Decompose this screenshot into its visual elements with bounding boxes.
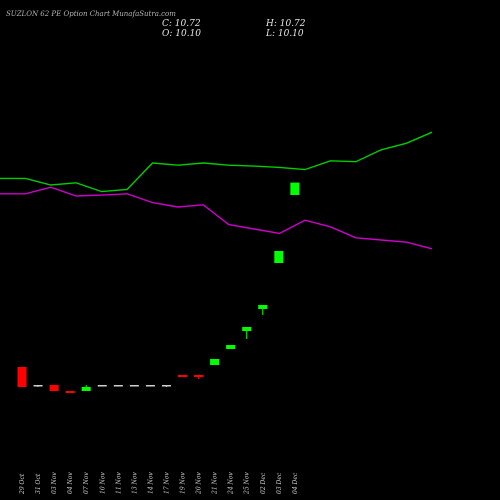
x-tick-label: 10 Nov: [99, 472, 106, 494]
x-tick-label: 29 Oct: [19, 473, 26, 495]
close-value: C: 10.72: [162, 19, 201, 29]
candle-body: [178, 375, 187, 377]
x-tick-label: 21 Nov: [212, 472, 219, 495]
candle-body: [49, 385, 59, 391]
x-tick-label: 03 Nov: [51, 472, 58, 494]
low-value: L: 10.10: [266, 29, 304, 39]
x-tick-label: 20 Nov: [196, 472, 203, 495]
candle-body: [17, 367, 27, 387]
x-tick-label: 19 Nov: [180, 472, 187, 494]
x-tick-label: 13 Nov: [131, 472, 138, 494]
candle-body: [129, 385, 139, 387]
candle-body: [113, 385, 123, 387]
candle-body: [145, 385, 155, 387]
open-value: O: 10.10: [162, 29, 202, 39]
x-tick-label: 14 Nov: [147, 472, 154, 494]
x-tick-label: 02 Dec: [260, 472, 267, 494]
candle-body: [161, 385, 171, 387]
candle-body: [226, 345, 236, 349]
candle-body: [274, 251, 284, 263]
candle-body: [65, 391, 75, 393]
candle-body: [210, 359, 220, 365]
candle-body: [33, 385, 43, 387]
candle-body: [290, 182, 300, 195]
indicator-line-1: [0, 131, 433, 193]
candle-body: [258, 305, 268, 309]
x-tick-label: 04 Dec: [292, 472, 299, 494]
x-tick-label: 25 Nov: [244, 472, 251, 495]
high-value: H: 10.72: [266, 19, 306, 29]
chart-title: SUZLON 62 PE Option Chart MunafaSutra.co…: [6, 10, 176, 18]
indicator-line-2: [0, 186, 433, 250]
candle-body: [81, 387, 91, 391]
x-tick-label: 04 Nov: [67, 472, 74, 494]
candle-body: [242, 327, 252, 331]
x-tick-label: 11 Nov: [115, 472, 122, 494]
x-tick-label: 24 Nov: [228, 472, 235, 495]
x-tick-label: 07 Nov: [83, 472, 90, 494]
candle-body: [194, 375, 204, 377]
x-tick-label: 17 Nov: [163, 472, 170, 494]
x-tick-label: 31 Oct: [35, 473, 42, 494]
candle-body: [97, 385, 107, 387]
x-tick-label: 03 Dec: [276, 472, 283, 494]
